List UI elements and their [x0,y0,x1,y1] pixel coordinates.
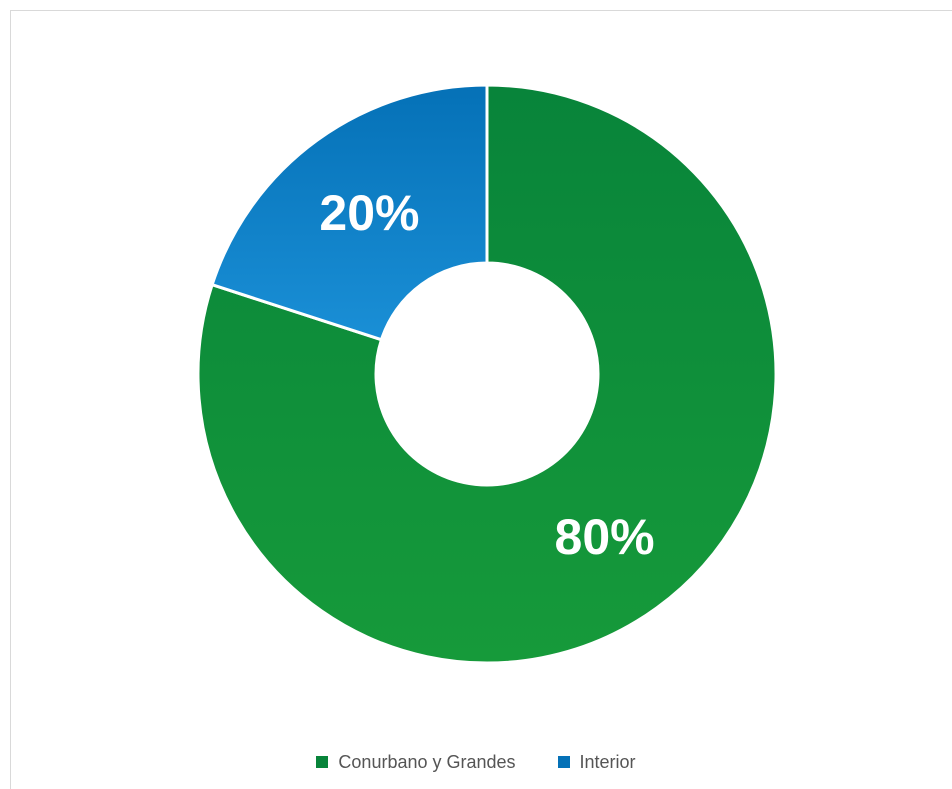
legend-label-interior: Interior [579,751,636,772]
legend-item-interior[interactable]: Interior [557,751,636,773]
legend-swatch-conurbano [316,756,329,768]
slice-interior[interactable] [210,83,489,342]
slice-value-label: 20% [319,185,419,241]
legend-label-conurbano: Conurbano y Grandes [338,751,516,772]
donut-labels: 80% 20% [319,185,654,565]
slice-conurbano-y-grandes[interactable] [196,83,778,665]
legend: Conurbano y Grandes Interior [0,750,952,774]
donut-slices [196,83,778,665]
legend-item-conurbano[interactable]: Conurbano y Grandes [316,751,516,773]
legend-swatch-interior [557,756,570,768]
slice-value-label: 80% [555,509,655,565]
